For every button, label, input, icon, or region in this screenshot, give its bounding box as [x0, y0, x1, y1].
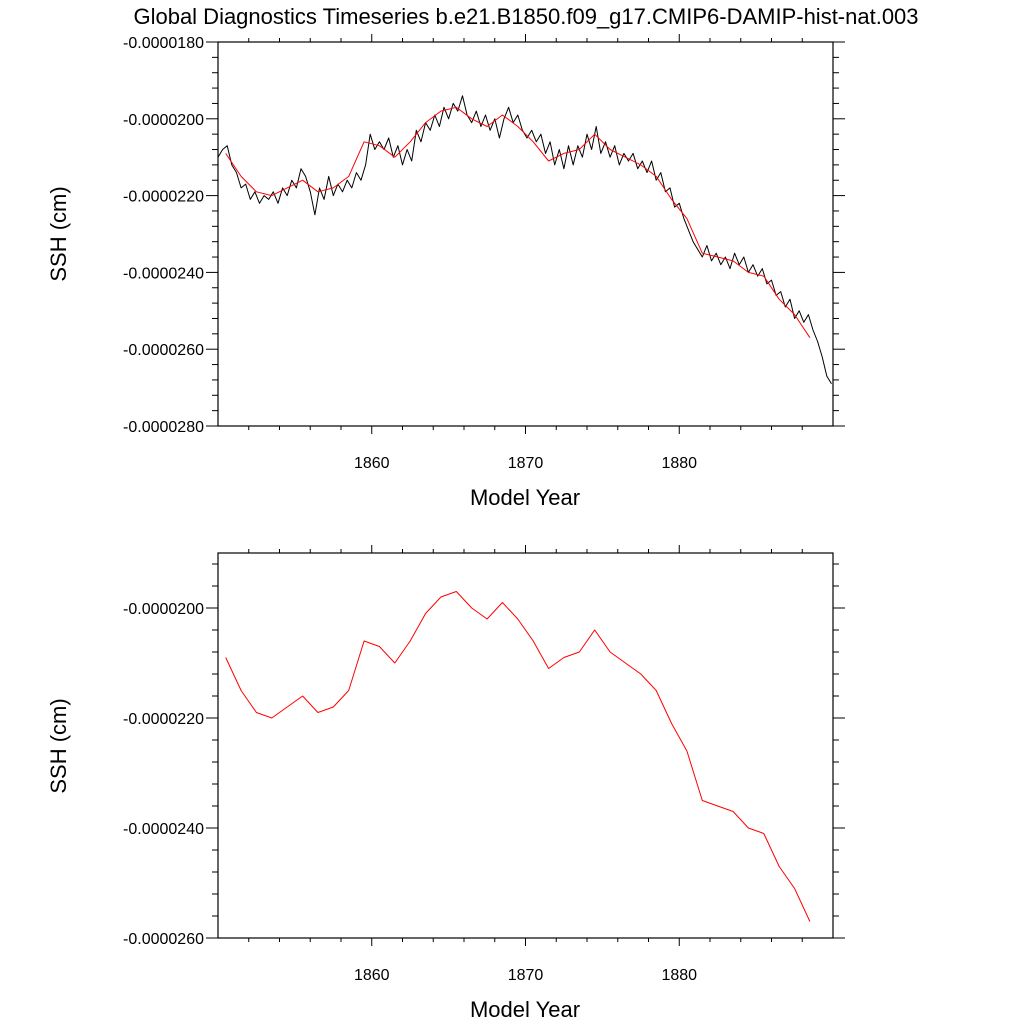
top-plot-frame — [217, 41, 834, 427]
top-x-axis-title: Model Year — [470, 485, 580, 510]
top-y-tick-label: -0.0000200 — [123, 112, 204, 129]
top-x-tick-label: 1880 — [661, 455, 697, 472]
bottom-x-tick-labels: 1860 1870 1880 — [354, 967, 697, 984]
top-annual-series-line — [218, 95, 832, 385]
bottom-smoothed-series-line — [225, 591, 811, 922]
bottom-axis-ticks — [206, 545, 845, 946]
bottom-y-tick-label: -0.0000240 — [123, 821, 204, 838]
top-y-tick-labels: -0.0000180 -0.0000200 -0.0000220 -0.0000240… — [123, 35, 204, 436]
bottom-panel: -0.0000200 -0.0000220 -0.0000240 -0.0000260… — [46, 545, 845, 1022]
top-y-tick-label: -0.0000220 — [123, 189, 204, 206]
bottom-x-tick-label: 1870 — [508, 967, 544, 984]
bottom-y-tick-label: -0.0000260 — [123, 931, 204, 948]
top-y-tick-label: -0.0000240 — [123, 265, 204, 282]
top-x-tick-label: 1860 — [354, 455, 390, 472]
top-smoothed-series-line — [225, 106, 811, 338]
bottom-x-axis-title: Model Year — [470, 997, 580, 1022]
bottom-y-axis-title: SSH (cm) — [46, 698, 71, 793]
top-panel: -0.0000180 -0.0000200 -0.0000220 -0.0000240… — [46, 34, 845, 510]
bottom-plot-frame — [217, 552, 834, 939]
top-y-tick-label: -0.0000260 — [123, 342, 204, 359]
top-x-tick-label: 1870 — [508, 455, 544, 472]
top-y-tick-label: -0.0000280 — [123, 419, 204, 436]
bottom-y-tick-label: -0.0000220 — [123, 711, 204, 728]
figure-title: Global Diagnostics Timeseries b.e21.B185… — [133, 4, 918, 29]
bottom-y-tick-labels: -0.0000200 -0.0000220 -0.0000240 -0.0000260 — [123, 601, 204, 948]
top-x-tick-labels: 1860 1870 1880 — [354, 455, 697, 472]
bottom-x-tick-label: 1880 — [661, 967, 697, 984]
top-y-axis-title: SSH (cm) — [46, 186, 71, 281]
bottom-series-layer — [225, 591, 811, 922]
top-y-tick-label: -0.0000180 — [123, 35, 204, 52]
bottom-y-tick-label: -0.0000200 — [123, 601, 204, 618]
bottom-x-tick-label: 1860 — [354, 967, 390, 984]
top-axis-ticks — [206, 34, 845, 434]
top-series-layer — [218, 95, 832, 385]
